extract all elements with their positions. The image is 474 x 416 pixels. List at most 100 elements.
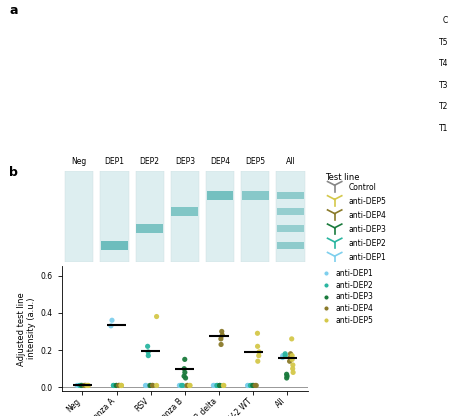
Point	[244, 382, 252, 389]
Point	[210, 382, 218, 389]
Point	[283, 375, 291, 381]
Bar	[277, 192, 304, 199]
Point	[149, 382, 156, 389]
Point	[246, 382, 254, 389]
Text: anti-DEP2: anti-DEP2	[349, 239, 387, 248]
Point	[253, 382, 260, 389]
Text: DEP3: DEP3	[175, 157, 195, 166]
Text: DEP5: DEP5	[245, 157, 265, 166]
Point	[117, 382, 125, 389]
Point	[283, 371, 291, 378]
Point	[109, 382, 117, 389]
Text: anti-DEP1: anti-DEP1	[349, 253, 387, 262]
Text: DEP4: DEP4	[210, 157, 230, 166]
Point	[153, 382, 160, 389]
Point	[144, 343, 151, 350]
Point	[107, 322, 115, 329]
Point	[213, 382, 221, 389]
Text: anti-DEP4: anti-DEP4	[349, 211, 387, 220]
Text: Test line: Test line	[325, 173, 359, 182]
Text: Control: Control	[349, 183, 377, 191]
Point	[153, 313, 160, 320]
Point	[289, 365, 296, 372]
Point	[282, 350, 289, 357]
Point	[255, 349, 263, 355]
Point	[180, 373, 188, 379]
Point	[118, 382, 125, 389]
Point	[78, 382, 86, 389]
Point	[217, 341, 225, 348]
Point	[147, 382, 155, 389]
Point	[286, 354, 294, 361]
Point	[218, 328, 226, 335]
Bar	[65, 171, 93, 262]
Point	[220, 382, 228, 389]
Text: T1: T1	[439, 124, 448, 133]
Point	[146, 382, 154, 389]
Point	[251, 382, 259, 389]
Point	[254, 330, 261, 337]
Point	[76, 382, 84, 389]
Point	[282, 352, 289, 359]
Bar	[207, 191, 234, 200]
Point	[145, 349, 152, 355]
Point	[112, 382, 120, 389]
Text: T4: T4	[438, 59, 448, 68]
Text: DEP1: DEP1	[104, 157, 125, 166]
Point	[279, 354, 286, 361]
Text: All: All	[286, 157, 295, 166]
Bar	[101, 241, 128, 250]
Text: Neg: Neg	[72, 157, 87, 166]
Point	[113, 382, 120, 389]
Point	[289, 369, 297, 376]
Point	[84, 382, 92, 389]
Point	[186, 382, 193, 389]
Point	[287, 350, 294, 357]
Bar	[276, 171, 305, 262]
Bar	[136, 171, 164, 262]
Point	[142, 382, 149, 389]
Text: anti-DEP3: anti-DEP3	[349, 225, 387, 234]
Point	[178, 382, 185, 389]
Point	[183, 382, 191, 389]
Bar	[206, 171, 234, 262]
Point	[247, 382, 255, 389]
Point	[244, 382, 251, 389]
Point	[283, 373, 291, 379]
Text: T2: T2	[439, 102, 448, 111]
Bar	[277, 225, 304, 232]
Point	[181, 369, 189, 376]
Point	[286, 358, 293, 364]
Point	[82, 382, 89, 389]
Point	[179, 382, 186, 389]
Bar	[136, 224, 163, 233]
Text: DEP2: DEP2	[140, 157, 160, 166]
Text: T3: T3	[438, 81, 448, 90]
Point	[118, 382, 125, 389]
Point	[84, 382, 91, 389]
Text: a: a	[9, 4, 18, 17]
Point	[213, 382, 221, 389]
Text: C: C	[443, 16, 448, 25]
Bar	[242, 191, 269, 200]
Point	[142, 382, 150, 389]
Point	[76, 382, 84, 389]
Point	[182, 375, 189, 381]
Bar	[172, 207, 198, 216]
Point	[254, 343, 261, 350]
Bar	[171, 171, 199, 262]
Point	[219, 382, 227, 389]
Point	[186, 382, 194, 389]
Text: anti-DEP5: anti-DEP5	[349, 197, 387, 206]
Point	[288, 356, 296, 363]
Point	[175, 382, 183, 389]
Point	[73, 382, 81, 389]
Point	[217, 336, 225, 342]
Point	[216, 382, 223, 389]
Point	[254, 358, 262, 364]
Point	[249, 382, 257, 389]
Point	[184, 382, 191, 389]
Point	[74, 382, 82, 389]
Point	[249, 382, 256, 389]
Point	[116, 382, 123, 389]
